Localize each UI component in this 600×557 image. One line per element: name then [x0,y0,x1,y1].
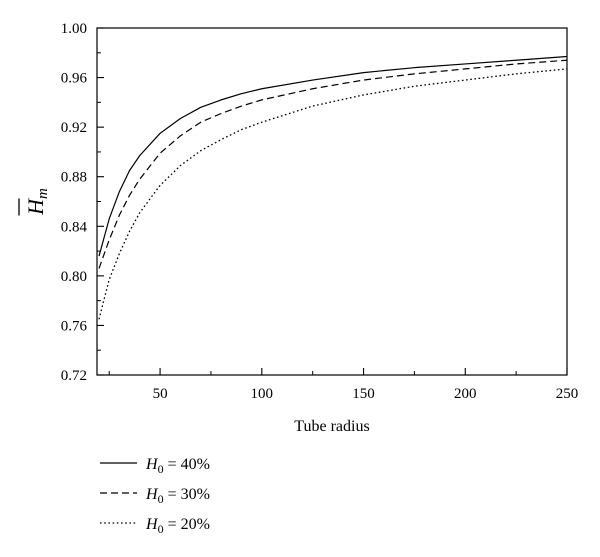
legend-label-3: H0 = 20% [145,516,210,536]
x-tick-label: 50 [153,386,168,402]
axes: 0.72 0.76 0.80 0.84 0.88 0.92 0.96 1.00 50 100 150… [61,21,579,402]
y-tick-label: 0.80 [61,269,87,285]
x-tick-label: 250 [556,386,579,402]
axis-labels: Tube radius Hm [18,188,370,435]
series-line-2 [98,59,567,269]
x-tick-label: 200 [454,386,477,402]
series-line-3 [98,68,567,320]
plot-frame [96,27,568,376]
y-axis-title: Hm [18,188,51,216]
y-axis-title-symbol: H [23,198,48,216]
legend-label-1: H0 = 40% [145,456,210,476]
x-tick-label: 100 [251,386,274,402]
series-line-1 [98,55,567,257]
y-tick-label: 1.00 [61,21,87,37]
y-tick-label: 0.92 [61,120,87,136]
y-tick-label: 0.76 [61,318,88,334]
y-axis-title-subscript: m [35,188,51,199]
y-tick-label: 0.96 [61,71,88,87]
y-tick-label: 0.84 [61,219,88,235]
x-axis-title: Tube radius [294,418,369,435]
y-tick-label: 0.88 [61,170,87,186]
legend: H0 = 40% H0 = 30% H0 = 20% [100,456,210,536]
plot-area [98,55,567,320]
x-tick-label: 150 [352,386,375,402]
legend-label-2: H0 = 30% [145,486,210,506]
y-tick-label: 0.72 [61,368,87,384]
y-axis-title-main: Hm [23,188,51,216]
